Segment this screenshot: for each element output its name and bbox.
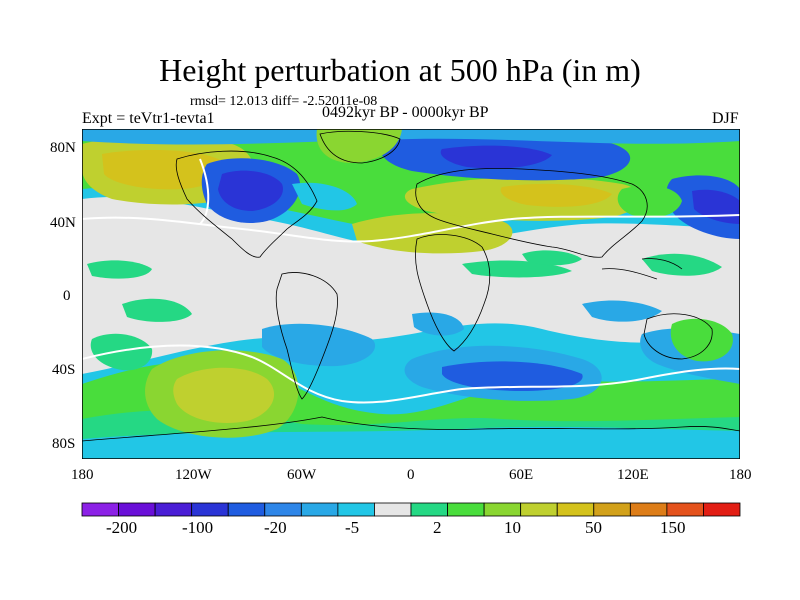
colorbar-label-neg20: -20 (264, 518, 287, 537)
lat-tick-40s: 40S (52, 362, 76, 378)
lon-tick-180w: 180 (71, 467, 94, 483)
north-america-trough-core (218, 170, 283, 211)
coast-south-america (275, 272, 338, 400)
coast-australia (643, 313, 713, 360)
map-panel (82, 129, 740, 459)
lon-tick-120w: 120W (175, 467, 212, 483)
colorbar-swatch (227, 502, 266, 517)
zero-contour-pacific (199, 158, 210, 225)
australia-high (670, 318, 733, 362)
lon-tick-60w: 60W (287, 467, 317, 483)
colorbar-swatch (666, 502, 704, 517)
coast-eurasia (415, 167, 648, 258)
colorbar-label-neg5: -5 (345, 518, 360, 537)
coastlines (82, 130, 740, 442)
colorbar-label-neg200: -200 (106, 518, 138, 537)
colorbar-swatch (483, 502, 522, 517)
atlantic-high (352, 213, 513, 254)
tropical-blue-patch-2 (582, 300, 662, 322)
colorbar-swatch (118, 502, 156, 517)
tropical-blue-patch-1 (412, 312, 464, 336)
coast-greenland (319, 130, 401, 164)
colorbar-swatch (374, 502, 412, 517)
greenland-high (316, 129, 402, 163)
north-pacific-high-core (102, 149, 225, 190)
colorbar-swatch (191, 502, 229, 517)
coast-antarctica (82, 416, 740, 442)
lon-tick-180e: 180 (729, 467, 752, 483)
colorbar-label-10: 10 (504, 518, 521, 537)
coast-north-america (175, 150, 318, 258)
experiment-label: Expt = teVtr1-tevta1 (82, 110, 215, 127)
northeast-atlantic-cyan (292, 182, 357, 211)
eurasia-high-core (500, 183, 612, 207)
coast-africa (415, 234, 491, 352)
lon-tick-120e: 120E (617, 467, 649, 483)
lat-tick-80s: 80S (52, 436, 76, 452)
tropical-green-patch-4 (642, 253, 722, 276)
colorbar-swatch (300, 502, 339, 517)
lon-tick-60e: 60E (509, 467, 534, 483)
south-indian-low (442, 361, 583, 391)
siberian-low-core (440, 145, 552, 169)
colorbar-swatch (556, 502, 595, 517)
colorbar-swatch (629, 502, 668, 517)
tropical-green-patch-1 (87, 260, 152, 279)
colorbar-swatch (520, 502, 558, 517)
colorbar-label-neg100: -100 (182, 518, 214, 537)
colorbar-swatch (447, 502, 485, 517)
colorbar-label-150: 150 (660, 518, 686, 537)
zero-contour-north (82, 214, 740, 243)
colorbar-swatch (703, 502, 741, 517)
colorbar-swatch (154, 502, 193, 517)
period-label: 0492kyr BP - 0000kyr BP (322, 104, 489, 121)
colorbar-swatch (410, 502, 448, 517)
season-label: DJF (712, 110, 739, 127)
colorbar (81, 502, 741, 517)
colorbar-swatch (264, 502, 302, 517)
lon-tick-0: 0 (407, 467, 415, 483)
stats-label: rmsd= 12.013 diff= -2.52011e-08 (190, 94, 378, 109)
coast-indonesia (601, 258, 683, 280)
zero-contour-south (82, 344, 740, 404)
colorbar-swatch (593, 502, 631, 517)
west-pacific-green (617, 185, 682, 218)
arctic-band (82, 129, 740, 145)
colorbar-swatch (81, 502, 119, 517)
south-pacific-high-core (173, 367, 275, 424)
plot-title: Height perturbation at 500 hPa (in m) (159, 52, 641, 88)
colorbar-label-2: 2 (433, 518, 442, 537)
colorbar-label-50: 50 (585, 518, 602, 537)
tropical-green-patch-2 (122, 298, 192, 322)
southwest-pacific-green (90, 333, 153, 371)
lat-tick-80n: 80N (50, 140, 76, 156)
colorbar-swatch (337, 502, 375, 517)
tropical-green-patch-5 (522, 250, 582, 266)
lat-tick-0: 0 (63, 288, 71, 304)
southern-pacific-low (262, 323, 376, 367)
lat-tick-40n: 40N (50, 215, 76, 231)
